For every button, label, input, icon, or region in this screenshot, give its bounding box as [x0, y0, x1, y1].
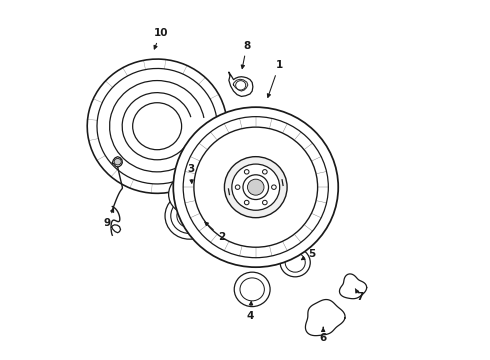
Text: 3: 3: [188, 164, 195, 183]
Text: 8: 8: [241, 41, 250, 68]
Ellipse shape: [235, 185, 240, 189]
Ellipse shape: [169, 175, 210, 214]
Ellipse shape: [263, 200, 267, 205]
Ellipse shape: [236, 81, 245, 90]
Ellipse shape: [271, 185, 276, 189]
Ellipse shape: [285, 253, 305, 272]
Polygon shape: [305, 300, 345, 336]
Text: 4: 4: [246, 302, 254, 321]
Polygon shape: [340, 274, 367, 299]
Ellipse shape: [263, 170, 267, 174]
Text: 6: 6: [319, 327, 327, 343]
Ellipse shape: [133, 103, 182, 150]
Ellipse shape: [245, 200, 249, 205]
Polygon shape: [233, 79, 248, 91]
Ellipse shape: [173, 107, 338, 267]
Text: 1: 1: [268, 60, 283, 98]
Text: 10: 10: [153, 28, 168, 49]
Text: 5: 5: [301, 248, 315, 260]
Ellipse shape: [177, 204, 202, 228]
Ellipse shape: [234, 272, 270, 307]
Ellipse shape: [280, 248, 310, 277]
Polygon shape: [112, 157, 122, 167]
Ellipse shape: [175, 181, 204, 208]
Ellipse shape: [194, 127, 318, 247]
Ellipse shape: [232, 164, 280, 210]
Text: 9: 9: [103, 209, 114, 228]
Text: 2: 2: [205, 222, 225, 242]
Ellipse shape: [165, 193, 214, 239]
Ellipse shape: [247, 179, 264, 195]
Text: 7: 7: [355, 289, 364, 302]
Ellipse shape: [180, 186, 198, 203]
Ellipse shape: [171, 198, 208, 233]
Ellipse shape: [183, 117, 328, 258]
Ellipse shape: [224, 157, 287, 218]
Polygon shape: [111, 225, 121, 233]
Ellipse shape: [245, 170, 249, 174]
Ellipse shape: [243, 175, 269, 199]
Polygon shape: [229, 72, 253, 96]
Ellipse shape: [240, 278, 265, 301]
Ellipse shape: [114, 158, 122, 165]
